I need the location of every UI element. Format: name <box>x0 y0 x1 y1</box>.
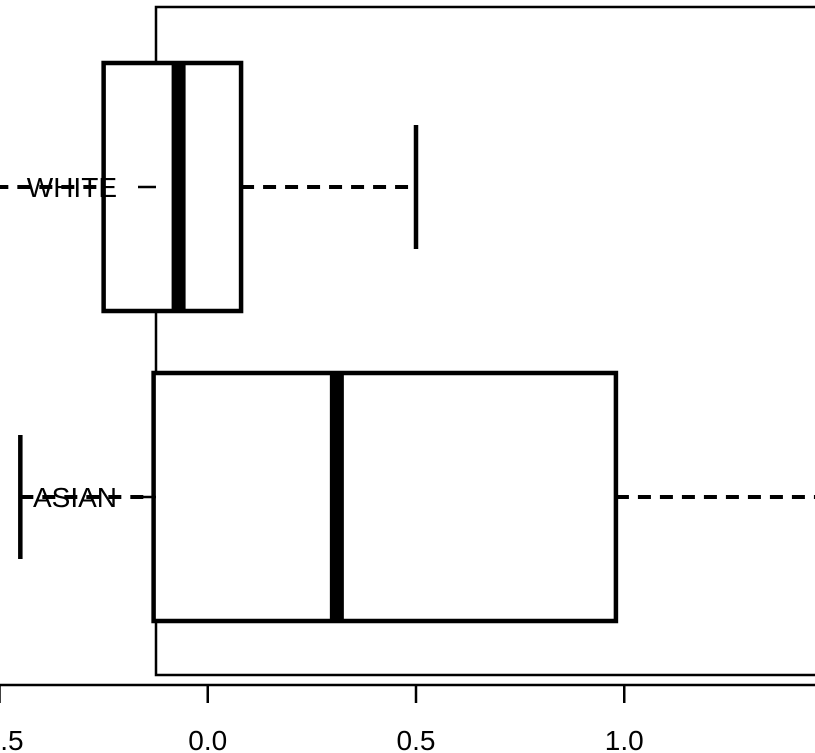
plot-border <box>154 5 815 677</box>
x-tick-label: -0.5 <box>0 725 24 753</box>
box-group-white <box>0 60 419 314</box>
iqr-box <box>151 370 619 624</box>
y-axis: WHITE ASIAN <box>27 172 156 513</box>
y-category-label: WHITE <box>27 172 117 203</box>
y-category-label: ASIAN <box>33 482 117 513</box>
x-tick-label: 0.0 <box>188 725 227 753</box>
x-tick-label: 1.5 <box>813 725 815 753</box>
x-axis: -0.50.00.51.01.52.0 <box>0 683 815 753</box>
boxes-layer <box>0 60 815 624</box>
x-tick-label: 1.0 <box>605 725 644 753</box>
plot-frame <box>154 5 815 677</box>
x-tick-label: 0.5 <box>397 725 436 753</box>
